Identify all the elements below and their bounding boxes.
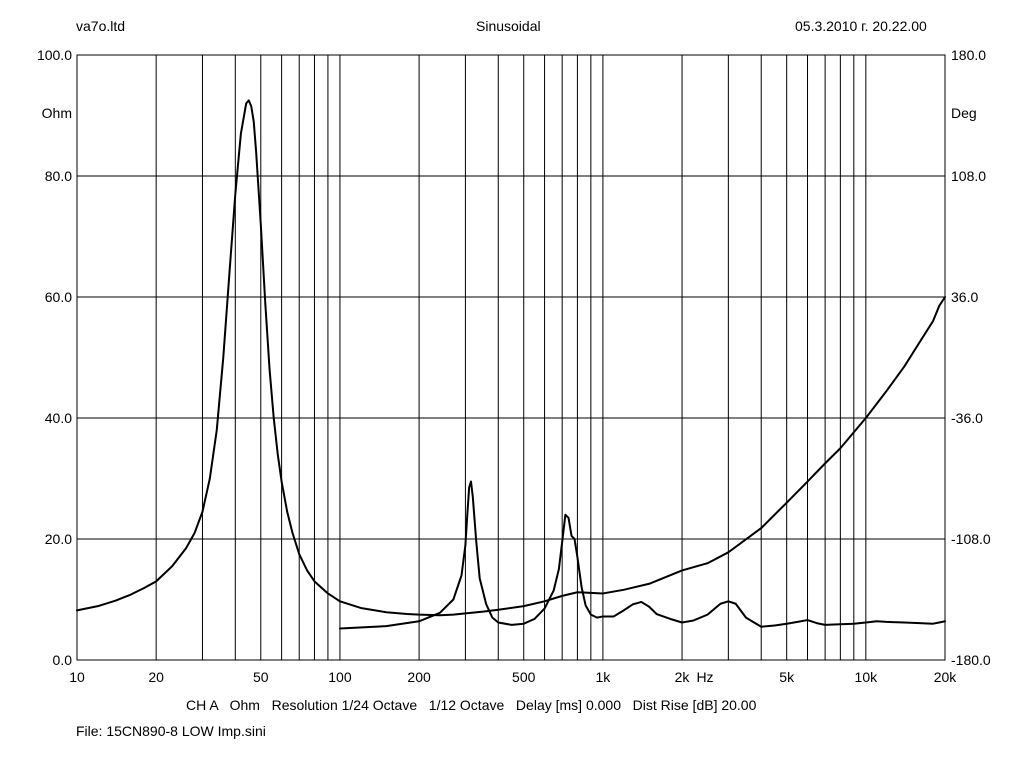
y-tick-label: 20.0 [45,531,72,547]
y-tick-label: 100.0 [37,47,72,63]
header-center-title: Sinusoidal [476,18,541,34]
x-tick-label: 50 [253,669,269,685]
y2-tick-label: 36.0 [951,289,978,305]
x-tick-label: 20 [148,669,164,685]
axis-labels: Ohm Deg Hz 10 20 50 100 200 500 1k 2k 5k 10k 20k 0.… [37,47,991,685]
x-tick-label: 2k [675,669,691,685]
series-layer [76,99,946,630]
x-tick-label: 100 [328,669,352,685]
grid-layer [77,55,945,660]
y2-tick-label: -180.0 [951,652,991,668]
y-axis-label: Ohm [42,105,72,121]
y2-tick-label: 108.0 [951,168,986,184]
x-tick-label: 20k [934,669,958,685]
x-axis-unit-label: Hz [696,669,713,685]
x-tick-label: 10 [69,669,85,685]
x-tick-label: 500 [512,669,536,685]
y-tick-label: 40.0 [45,410,72,426]
x-tick-label: 10k [855,669,879,685]
measurement-settings: CH A Ohm Resolution 1/24 Octave 1/12 Oct… [186,697,757,713]
header-left-label: va7o.ltd [76,18,126,34]
series-line-2 [338,480,946,630]
x-tick-label: 5k [779,669,795,685]
series-line-1 [76,99,946,617]
y2-tick-label: 180.0 [951,47,986,63]
y-tick-label: 60.0 [45,289,72,305]
x-tick-label: 1k [596,669,612,685]
y-tick-label: 80.0 [45,168,72,184]
y2-axis-label: Deg [951,105,977,121]
y2-tick-label: -108.0 [951,531,991,547]
file-name: File: 15CN890-8 LOW Imp.sini [76,723,266,739]
y-tick-label: 0.0 [53,652,73,668]
y2-tick-label: -36.0 [951,410,983,426]
x-tick-label: 200 [407,669,431,685]
plot-frame [76,54,946,661]
header-timestamp: 05.3.2010 г. 20.22.00 [795,18,927,34]
